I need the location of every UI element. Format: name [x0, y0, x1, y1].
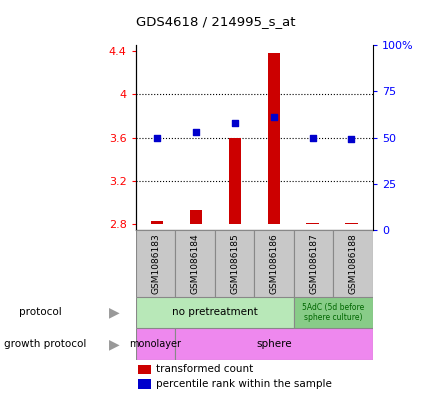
Text: protocol: protocol	[19, 307, 62, 318]
Bar	[135, 297, 293, 328]
Bar	[150, 221, 163, 224]
Bar	[214, 230, 254, 297]
Text: no pretreatment: no pretreatment	[172, 307, 257, 318]
Text: transformed count: transformed count	[156, 364, 252, 374]
Text: growth protocol: growth protocol	[4, 339, 86, 349]
Bar	[332, 230, 372, 297]
Text: percentile rank within the sample: percentile rank within the sample	[156, 379, 331, 389]
Bar	[293, 230, 332, 297]
Point	[192, 129, 199, 135]
Bar	[135, 328, 175, 360]
Bar	[175, 230, 214, 297]
Text: GSM1086185: GSM1086185	[230, 233, 239, 294]
Point	[308, 134, 315, 141]
Text: GDS4618 / 214995_s_at: GDS4618 / 214995_s_at	[135, 15, 295, 28]
Bar	[135, 230, 175, 297]
Text: sphere: sphere	[256, 339, 291, 349]
Bar	[293, 297, 372, 328]
Bar	[138, 365, 151, 374]
Bar	[228, 138, 240, 224]
Text: monolayer: monolayer	[129, 339, 181, 349]
Bar	[267, 53, 280, 224]
Text: GSM1086188: GSM1086188	[348, 233, 357, 294]
Point	[154, 134, 160, 141]
Bar	[175, 328, 372, 360]
Bar	[138, 379, 151, 389]
Bar	[189, 210, 202, 224]
Bar	[306, 223, 318, 224]
Bar	[254, 230, 293, 297]
Text: GSM1086183: GSM1086183	[150, 233, 160, 294]
Text: ▶: ▶	[109, 337, 119, 351]
Text: ▶: ▶	[109, 305, 119, 320]
Point	[270, 114, 276, 120]
Point	[231, 119, 238, 126]
Point	[347, 136, 354, 143]
Text: GSM1086184: GSM1086184	[190, 233, 199, 294]
Text: GSM1086187: GSM1086187	[308, 233, 317, 294]
Text: GSM1086186: GSM1086186	[269, 233, 278, 294]
Text: 5AdC (5d before
sphere culture): 5AdC (5d before sphere culture)	[301, 303, 364, 322]
Bar	[344, 223, 357, 224]
